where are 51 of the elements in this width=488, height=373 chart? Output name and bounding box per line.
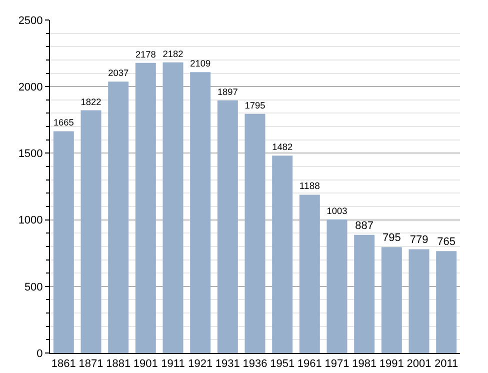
x-tick-label: 2011 [434, 358, 458, 370]
bar [162, 62, 184, 353]
x-tick-label: 2001 [406, 358, 432, 370]
data-label: 887 [355, 220, 374, 232]
x-tick-label: 1881 [106, 358, 131, 370]
data-label: 1003 [326, 206, 348, 216]
bar [272, 156, 293, 353]
data-label: 2109 [190, 58, 211, 69]
data-label: 779 [410, 234, 428, 246]
x-tick-label: 1931 [215, 358, 240, 370]
bar [217, 100, 238, 353]
data-label: 1897 [217, 86, 238, 97]
data-label: 765 [437, 236, 456, 248]
x-tick-label: 1951 [270, 358, 295, 370]
bar [190, 72, 211, 353]
data-label: 1822 [80, 96, 102, 107]
x-tick-label: 1981 [352, 358, 377, 370]
bar [354, 234, 375, 353]
bar [299, 194, 320, 353]
x-tick-label: 1921 [188, 358, 213, 370]
data-label: 1665 [53, 118, 74, 128]
bar [408, 249, 430, 353]
bar [80, 110, 102, 353]
data-label: 1188 [299, 181, 320, 192]
bar [108, 82, 129, 353]
x-tick-label: 1901 [133, 358, 158, 370]
bar [326, 219, 348, 353]
bar [244, 114, 266, 353]
y-tick-label: 0 [36, 348, 43, 360]
data-label: 2178 [135, 49, 156, 60]
x-tick-label: 1861 [51, 358, 76, 370]
bar [135, 62, 156, 353]
y-tick-label: 1000 [18, 214, 43, 227]
x-tick-label: 1871 [78, 358, 104, 370]
data-label: 1795 [244, 100, 266, 110]
data-label: 2037 [108, 68, 129, 78]
bar [53, 131, 74, 353]
x-tick-label: 1936 [242, 358, 268, 370]
x-tick-label: 1911 [161, 358, 185, 370]
data-label: 2182 [162, 48, 184, 59]
y-tick-label: 2500 [18, 14, 43, 27]
y-tick-label: 2000 [18, 81, 43, 94]
bar [381, 247, 402, 353]
y-tick-label: 500 [24, 281, 43, 294]
y-tick-label: 1500 [18, 148, 43, 160]
data-label: 1482 [272, 142, 293, 152]
data-label: 795 [382, 232, 401, 244]
bar [436, 251, 457, 353]
x-tick-label: 1961 [297, 358, 322, 370]
x-tick-label: 1991 [379, 358, 404, 370]
x-tick-label: 1971 [324, 358, 350, 370]
